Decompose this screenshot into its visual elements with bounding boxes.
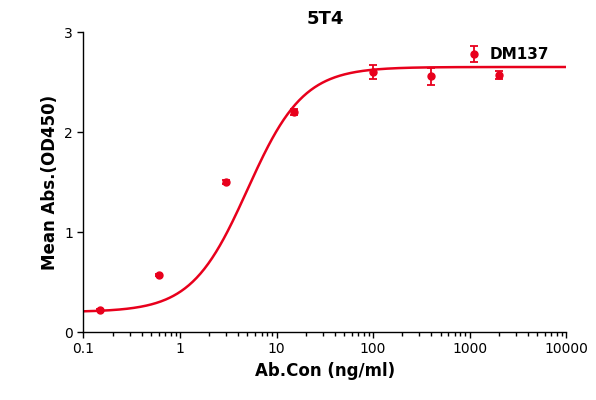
Y-axis label: Mean Abs.(OD450): Mean Abs.(OD450) xyxy=(41,94,58,270)
Legend: DM137: DM137 xyxy=(461,43,554,67)
X-axis label: Ab.Con (ng/ml): Ab.Con (ng/ml) xyxy=(254,362,395,380)
Title: 5T4: 5T4 xyxy=(306,10,343,28)
